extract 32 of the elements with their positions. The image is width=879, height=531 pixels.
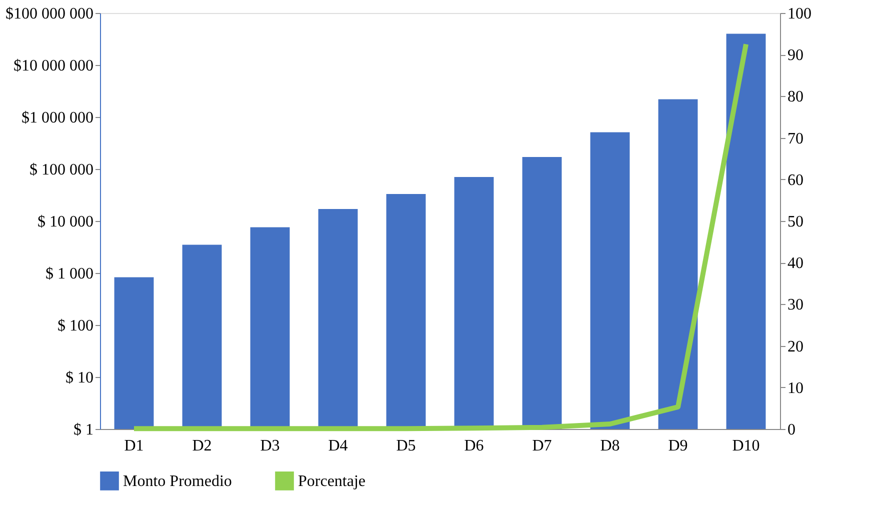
y-tick-label: $ 1 000 <box>46 266 94 282</box>
y-tick-label: $ 1 <box>74 422 94 438</box>
y-tick-label: $1 000 000 <box>22 110 94 126</box>
x-tick-label: D5 <box>396 438 416 454</box>
x-tick-label: D6 <box>464 438 484 454</box>
y2-tick-label: 20 <box>788 338 804 356</box>
y2-tick-label: 100 <box>788 6 812 22</box>
y2-tick-label: 30 <box>788 296 804 314</box>
y2-tick-label: 70 <box>788 130 804 148</box>
y2-tick-label: 60 <box>788 172 804 189</box>
x-tick-label: D3 <box>260 438 280 454</box>
x-tick-label: D10 <box>732 438 760 454</box>
y-tick-label: $ 100 <box>58 318 94 334</box>
x-tick-label: D7 <box>532 438 552 454</box>
y2-tick-label: 90 <box>788 47 804 64</box>
legend-label: Porcentaje <box>298 472 366 490</box>
x-tick-label: D1 <box>124 438 144 454</box>
y2-tick-label: 50 <box>788 214 804 230</box>
y-tick-label: $ 10 000 <box>38 214 94 230</box>
y2-tick-label: 40 <box>788 255 804 272</box>
legend-label: Monto Promedio <box>123 472 232 490</box>
y-tick-label: $100 000 000 <box>6 6 94 22</box>
x-tick-label: D8 <box>600 438 620 454</box>
x-tick-label: D4 <box>328 438 348 454</box>
x-tick-label: D2 <box>192 438 212 454</box>
y-tick-label: $ 100 000 <box>30 162 94 178</box>
y2-tick-label: 0 <box>788 422 796 438</box>
x-tick-label: D9 <box>668 438 688 454</box>
y-tick-label: $ 10 <box>66 370 94 386</box>
y2-tick-label: 10 <box>788 380 804 397</box>
y2-tick-label: 80 <box>788 88 804 106</box>
y-tick-label: $10 000 000 <box>14 58 94 74</box>
